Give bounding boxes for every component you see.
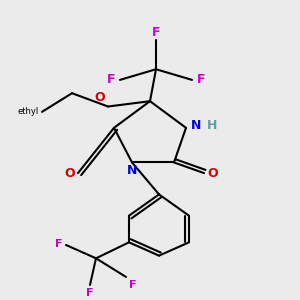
Text: N: N [190,119,201,132]
Text: O: O [94,91,105,104]
Text: F: F [86,288,94,298]
Text: O: O [207,167,217,180]
Text: F: F [107,74,116,86]
Text: H: H [207,119,217,132]
Text: F: F [56,239,63,249]
Text: ethyl: ethyl [18,107,39,116]
Text: N: N [127,164,137,177]
Text: F: F [129,280,136,290]
Text: F: F [196,74,205,86]
Text: O: O [64,167,75,180]
Text: F: F [152,26,160,39]
